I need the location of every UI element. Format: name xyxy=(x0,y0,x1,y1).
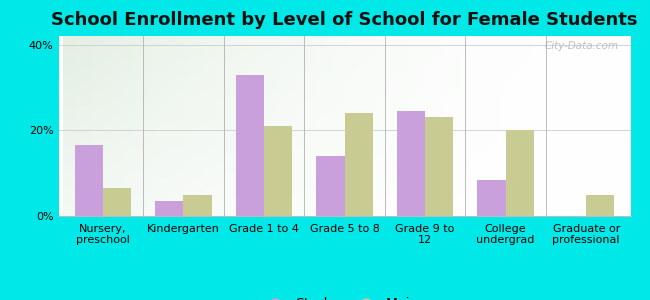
Bar xyxy=(155,201,183,216)
Bar xyxy=(344,113,372,216)
Text: City-Data.com: City-Data.com xyxy=(545,41,619,51)
Bar xyxy=(103,188,131,216)
Bar xyxy=(586,195,614,216)
Bar xyxy=(478,180,506,216)
Bar xyxy=(75,145,103,216)
Bar xyxy=(317,156,345,216)
Legend: Starks, Maine: Starks, Maine xyxy=(256,292,433,300)
Bar xyxy=(425,117,453,216)
Bar xyxy=(236,75,264,216)
Bar xyxy=(397,111,425,216)
Bar xyxy=(506,130,534,216)
Bar xyxy=(183,195,211,216)
Bar xyxy=(264,126,292,216)
Title: School Enrollment by Level of School for Female Students: School Enrollment by Level of School for… xyxy=(51,11,638,29)
